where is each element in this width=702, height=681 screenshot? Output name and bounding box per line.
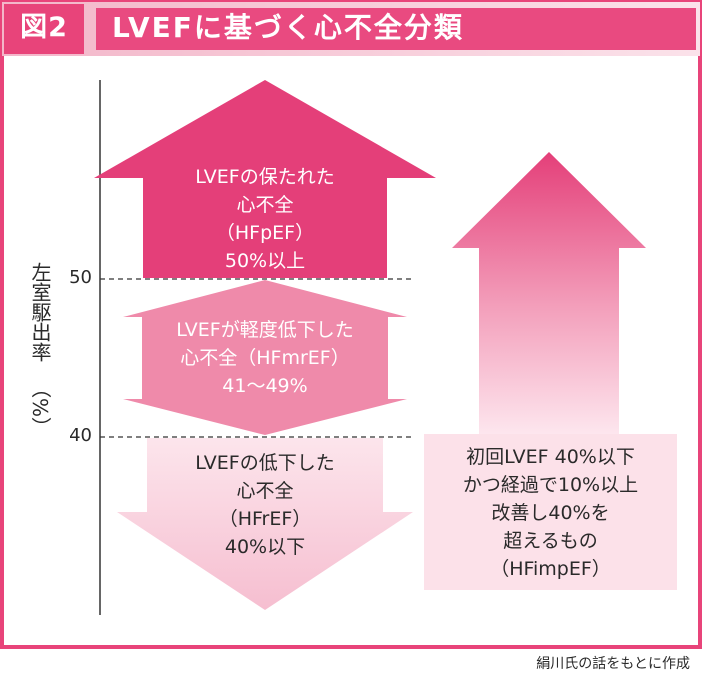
y-axis-unit: （%） [28,378,52,438]
hfimpef-line-4: 超えるもの [503,530,598,552]
hfpef-line-1: LVEFの保たれた [195,166,335,188]
y-tick-40: 40 [69,425,92,446]
hfref-line-3: （HFrEF） [218,508,312,530]
hfpef-line-3: （HFpEF） [215,222,315,244]
hfimpef-line-5: （HFimpEF） [490,558,611,580]
hfpef-label: LVEFの保たれた 心不全 （HFpEF） 50%以上 [143,163,387,275]
hfref-label: LVEFの低下した 心不全 （HFrEF） 40%以下 [147,449,383,561]
hfimpef-line-1: 初回LVEF 40%以下 [466,446,635,468]
hfmref-line-3: 41～49% [222,375,308,397]
title-bar [96,8,696,50]
hfref-line-2: 心不全 [236,480,294,502]
hfmref-line-1: LVEFが軽度低下した [176,319,354,341]
hfref-line-1: LVEFの低下した [195,452,335,474]
hfmref-arrow [123,280,407,435]
hfpef-line-2: 心不全 [236,194,294,216]
hfpef-arrow [94,80,436,278]
hfimpef-label: 初回LVEF 40%以下 かつ経過で10%以上 改善し40%を 超えるもの （H… [424,443,677,583]
hfimpef-line-3: 改善し40%を [491,502,610,524]
hfref-line-4: 40%以下 [224,536,306,558]
y-axis-label: 左室駆出率 [28,262,52,362]
y-tick-50: 50 [69,267,92,288]
hfmref-line-2: 心不全（HFmrEF） [180,347,350,369]
hfpef-line-4: 50%以上 [224,250,306,272]
figure-title: LVEFに基づく心不全分類 [112,11,464,44]
figure-frame [0,0,702,649]
figure-label: 図2 [20,12,68,43]
hfimpef-box [424,434,677,590]
hfimpef-arrow [452,152,646,434]
hfmref-label: LVEFが軽度低下した 心不全（HFmrEF） 41～49% [142,316,388,400]
hfref-arrow [117,438,413,610]
source-note: 絹川氏の話をもとに作成 [536,656,690,672]
figure-label-badge [4,4,84,54]
hfimpef-line-2: かつ経過で10%以上 [462,474,639,496]
